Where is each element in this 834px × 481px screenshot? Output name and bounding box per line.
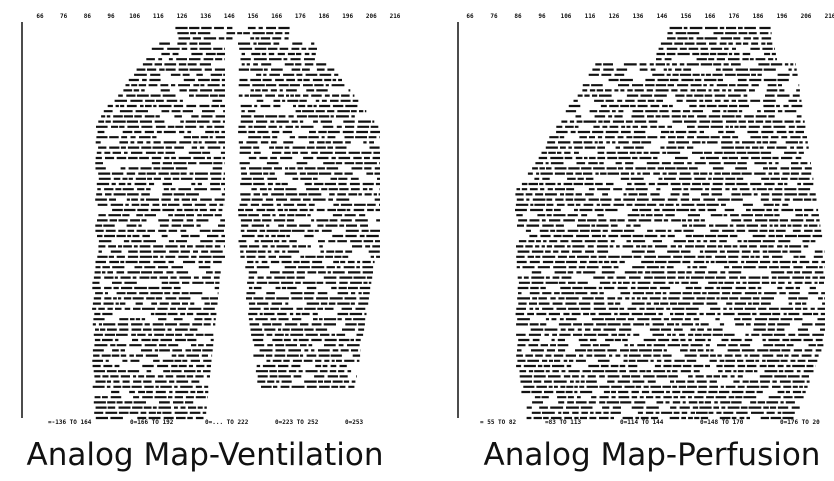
caption: Analog Map-Perfusion	[484, 437, 821, 473]
legend-label: =-136 TO 164	[48, 419, 92, 426]
scale-label: 106	[561, 13, 572, 20]
scale-label: 216	[390, 13, 401, 20]
scale-label: 156	[681, 13, 692, 20]
scale-label: 166	[705, 13, 716, 20]
legend-label: 0=223 TO 252	[275, 419, 319, 426]
scale-label: 106	[129, 13, 140, 20]
scale-label: 186	[753, 13, 764, 20]
scale-label: 76	[490, 13, 498, 20]
legend-label: =83 TO 113	[545, 419, 582, 426]
scale-label: 66	[36, 13, 44, 20]
scale-label: 196	[777, 13, 788, 20]
scale-label: 136	[633, 13, 644, 20]
scale-label: 116	[585, 13, 596, 20]
scale-label: 66	[466, 13, 474, 20]
legend-label: = 55 TO 82	[480, 419, 517, 426]
scale-label: 166	[271, 13, 282, 20]
scale-label: 176	[729, 13, 740, 20]
scale-label: 176	[295, 13, 306, 20]
scale-label: 206	[366, 13, 377, 20]
legend-label: 0=176 TO 20	[780, 419, 820, 426]
scale-label: 146	[224, 13, 235, 20]
scale-label: 196	[342, 13, 353, 20]
scale-label: 76	[60, 13, 68, 20]
scale-label: 156	[248, 13, 259, 20]
scale-label: 126	[177, 13, 188, 20]
scale-label: 146	[657, 13, 668, 20]
scale-label: 96	[107, 13, 115, 20]
scale-label: 206	[801, 13, 812, 20]
scale-label: 86	[84, 13, 92, 20]
scale-label: 136	[200, 13, 211, 20]
maps	[92, 26, 825, 420]
legend-label: 0=114 TO 144	[620, 419, 664, 426]
scale-label: 116	[153, 13, 164, 20]
legend-label: 0=148 TO 170	[700, 419, 744, 426]
scale-label: 86	[514, 13, 522, 20]
scale-label: 96	[538, 13, 546, 20]
caption: Analog Map-Ventilation	[26, 437, 383, 473]
legend-label: 0=... TO 222	[205, 419, 249, 426]
legend-label: 0=253	[345, 419, 363, 426]
scale-label: 126	[609, 13, 620, 20]
legend-label: 0=166 TO 192	[130, 419, 174, 426]
scale-label: 216	[825, 13, 834, 20]
scale-label: 186	[319, 13, 330, 20]
